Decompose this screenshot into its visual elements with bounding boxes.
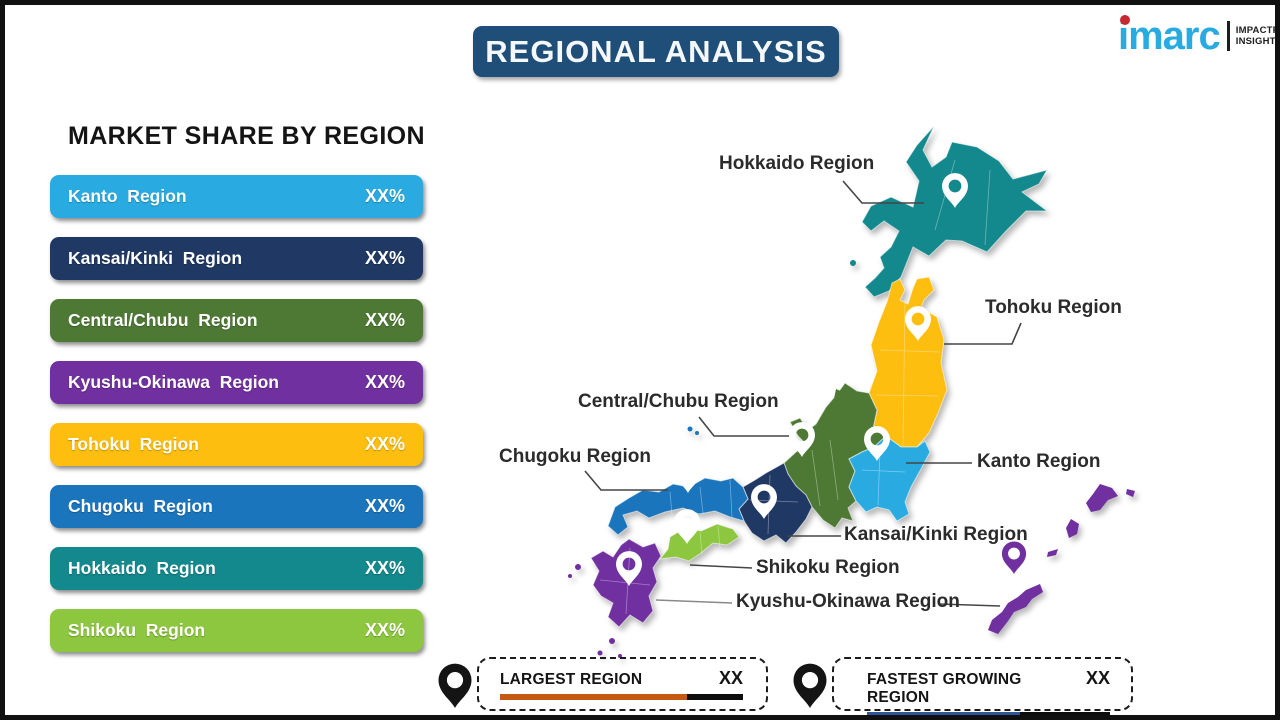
largest-region-label: LARGEST REGION: [500, 671, 643, 688]
map-island-south-1: [609, 638, 615, 644]
map-label-chubu: Central/Chubu Region: [578, 391, 779, 412]
fastest-region-label: FASTEST GROWING REGION: [867, 671, 1022, 706]
share-label: Kansai/Kinki Region: [68, 248, 243, 268]
largest-region-bar: [500, 694, 743, 700]
map-label-chugoku: Chugoku Region: [499, 446, 651, 467]
leader-tohoku: [944, 322, 1022, 345]
logo-separator: [1226, 21, 1230, 51]
logo-brand-text: imarc: [1118, 14, 1221, 58]
map-island-okinawa-main: [988, 584, 1043, 634]
share-row-tohoku: Tohoku Region XX%: [50, 423, 423, 466]
imarc-logo: imarc IMPACTFUL INSIGHTS: [1118, 14, 1280, 58]
leader-chugoku: [584, 470, 668, 491]
fastest-region-legend: FASTEST GROWING REGION XX: [832, 657, 1133, 718]
leader-hokkaido: [842, 180, 924, 204]
logo-red-dot-icon: [1120, 15, 1130, 25]
map-island-okinoerabu: [1047, 549, 1058, 557]
share-value: XX%: [364, 558, 405, 578]
share-row-shikoku: Shikoku Region XX%: [50, 609, 423, 652]
logo-tagline-line2: INSIGHTS: [1235, 36, 1280, 47]
share-value: XX%: [364, 310, 405, 330]
map-label-shikoku: Shikoku Region: [756, 557, 900, 578]
map-label-tohoku: Tohoku Region: [985, 297, 1122, 318]
map-island-tokunoshima: [1066, 519, 1079, 538]
leader-shikoku: [689, 564, 753, 569]
map-label-kyushu-okinawa: Kyushu-Okinawa Region: [736, 591, 960, 612]
map-island-south-2: [597, 650, 603, 656]
map-region-shikoku: [658, 523, 740, 562]
largest-region-value: XX: [718, 668, 743, 688]
share-value: XX%: [364, 248, 405, 268]
map-island-okushiri: [850, 260, 856, 266]
map-label-kansai: Kansai/Kinki Region: [844, 524, 1028, 545]
share-row-hokkaido: Hokkaido Region XX%: [50, 547, 423, 590]
map-region-kyushu: [590, 538, 662, 628]
map-island-oki-1: [687, 426, 693, 432]
share-label: Kyushu-Okinawa Region: [68, 372, 279, 392]
share-label: Tohoku Region: [68, 434, 199, 454]
map-region-kanto: [848, 435, 931, 522]
fastest-region-pin-icon: [793, 663, 827, 708]
fastest-region-bar-fill: [867, 712, 1021, 718]
share-label: Chugoku Region: [68, 496, 213, 516]
map-island-iki: [568, 574, 572, 578]
map-island-sado: [834, 389, 845, 404]
page-title-banner: REGIONAL ANALYSIS: [473, 26, 839, 77]
map-island-tsushima: [575, 564, 581, 570]
share-value: XX%: [364, 496, 405, 516]
map-region-tohoku: [868, 276, 948, 448]
share-label: Kanto Region: [68, 186, 187, 206]
fastest-region-value: XX: [1085, 668, 1110, 688]
largest-region-pin-icon: [438, 663, 472, 708]
logo-brand-wrap: imarc: [1118, 14, 1221, 58]
share-row-kansai: Kansai/Kinki Region XX%: [50, 237, 423, 280]
share-label: Shikoku Region: [68, 620, 206, 640]
share-value: XX%: [364, 186, 405, 206]
leader-okinawa: [938, 603, 1001, 607]
fastest-region-bar: [867, 712, 1110, 718]
market-share-heading: MARKET SHARE BY REGION: [68, 122, 425, 150]
leader-kyushu: [655, 599, 733, 604]
map-island-amami-2: [1126, 489, 1135, 497]
leader-chubu: [698, 416, 791, 437]
map-region-hokkaido: [861, 125, 1049, 298]
share-row-chugoku: Chugoku Region XX%: [50, 485, 423, 528]
okinawa-pin-icon: [1001, 541, 1027, 574]
map-island-amami: [1086, 484, 1118, 512]
map-label-hokkaido: Hokkaido Region: [719, 153, 875, 174]
map-label-kanto: Kanto Region: [977, 451, 1101, 472]
share-row-kanto: Kanto Region XX%: [50, 175, 423, 218]
share-value: XX%: [364, 434, 405, 454]
share-label: Central/Chubu Region: [68, 310, 258, 330]
logo-tagline: IMPACTFUL INSIGHTS: [1236, 25, 1280, 48]
page-title: REGIONAL ANALYSIS: [485, 33, 827, 69]
share-value: XX%: [364, 372, 405, 392]
share-row-chubu: Central/Chubu Region XX%: [50, 299, 423, 342]
share-value: XX%: [364, 620, 405, 640]
share-row-kyushu: Kyushu-Okinawa Region XX%: [50, 361, 423, 404]
logo-tagline-line1: IMPACTFUL: [1235, 24, 1280, 36]
share-label: Hokkaido Region: [68, 558, 216, 578]
largest-region-bar-fill: [500, 694, 688, 700]
largest-region-legend: LARGEST REGION XX: [477, 657, 768, 711]
map-island-oki-2: [695, 431, 699, 435]
